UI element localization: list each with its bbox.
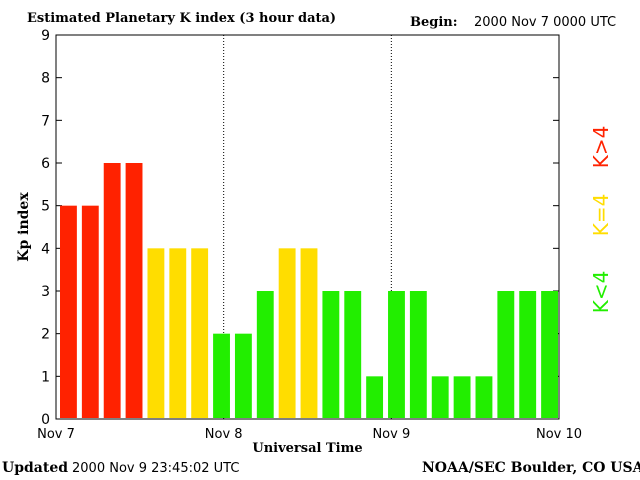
y-tick-label: 9	[41, 28, 50, 44]
kp-bar	[519, 291, 537, 418]
y-tick-label: 1	[41, 369, 50, 385]
kp-bar	[300, 248, 318, 418]
plot-frame	[55, 34, 560, 420]
y-tick-label: 2	[41, 327, 50, 343]
begin-value: 2000 Nov 7 0000 UTC	[474, 15, 617, 30]
y-tick-label: 8	[41, 71, 50, 87]
kp-bar	[213, 333, 230, 418]
y-tick-label: 5	[41, 199, 50, 215]
x-tick-label: Nov 8	[205, 427, 243, 442]
y-tick-label: 0	[41, 412, 50, 428]
y-tick-label: 6	[41, 156, 50, 172]
source-credit: NOAA/SEC Boulder, CO USA	[422, 460, 640, 476]
x-axis-label: Universal Time	[252, 441, 362, 456]
kp-bar	[278, 248, 296, 418]
kp-bar	[81, 205, 99, 418]
kp-bar	[191, 248, 209, 418]
chart-title: Estimated Planetary K index (3 hour data…	[27, 11, 337, 26]
kp-bar	[453, 376, 471, 418]
begin-label: Begin:	[410, 15, 458, 30]
kp-bar	[234, 333, 252, 418]
kp-bar	[256, 291, 274, 418]
y-tick-label: 3	[41, 284, 50, 300]
kp-bar	[409, 291, 427, 418]
kp-bar	[125, 163, 143, 418]
kp-bar	[322, 291, 340, 418]
kp-bar	[431, 376, 449, 418]
legend-entry: K<4	[589, 271, 613, 314]
legend-entry: K=4	[589, 194, 613, 237]
kp-bar	[147, 248, 165, 418]
y-tick-label: 4	[41, 241, 50, 257]
kp-bar	[497, 291, 515, 418]
y-axis-label: Kp index	[16, 192, 32, 262]
kp-bar	[366, 376, 384, 418]
kp-bar	[541, 291, 558, 418]
updated-value: 2000 Nov 9 23:45:02 UTC	[72, 461, 240, 476]
y-tick-label: 7	[41, 113, 50, 129]
kp-bar	[103, 163, 121, 418]
kp-bar	[60, 205, 77, 418]
kp-bar	[169, 248, 187, 418]
legend-entry: K>4	[589, 126, 613, 169]
x-tick-label: Nov 7	[37, 427, 75, 442]
updated-label: Updated	[2, 460, 69, 476]
kp-bar	[388, 291, 405, 418]
x-tick-label: Nov 10	[536, 427, 582, 442]
kp-bar	[475, 376, 493, 418]
kp-bar	[344, 291, 362, 418]
x-tick-label: Nov 9	[372, 427, 410, 442]
